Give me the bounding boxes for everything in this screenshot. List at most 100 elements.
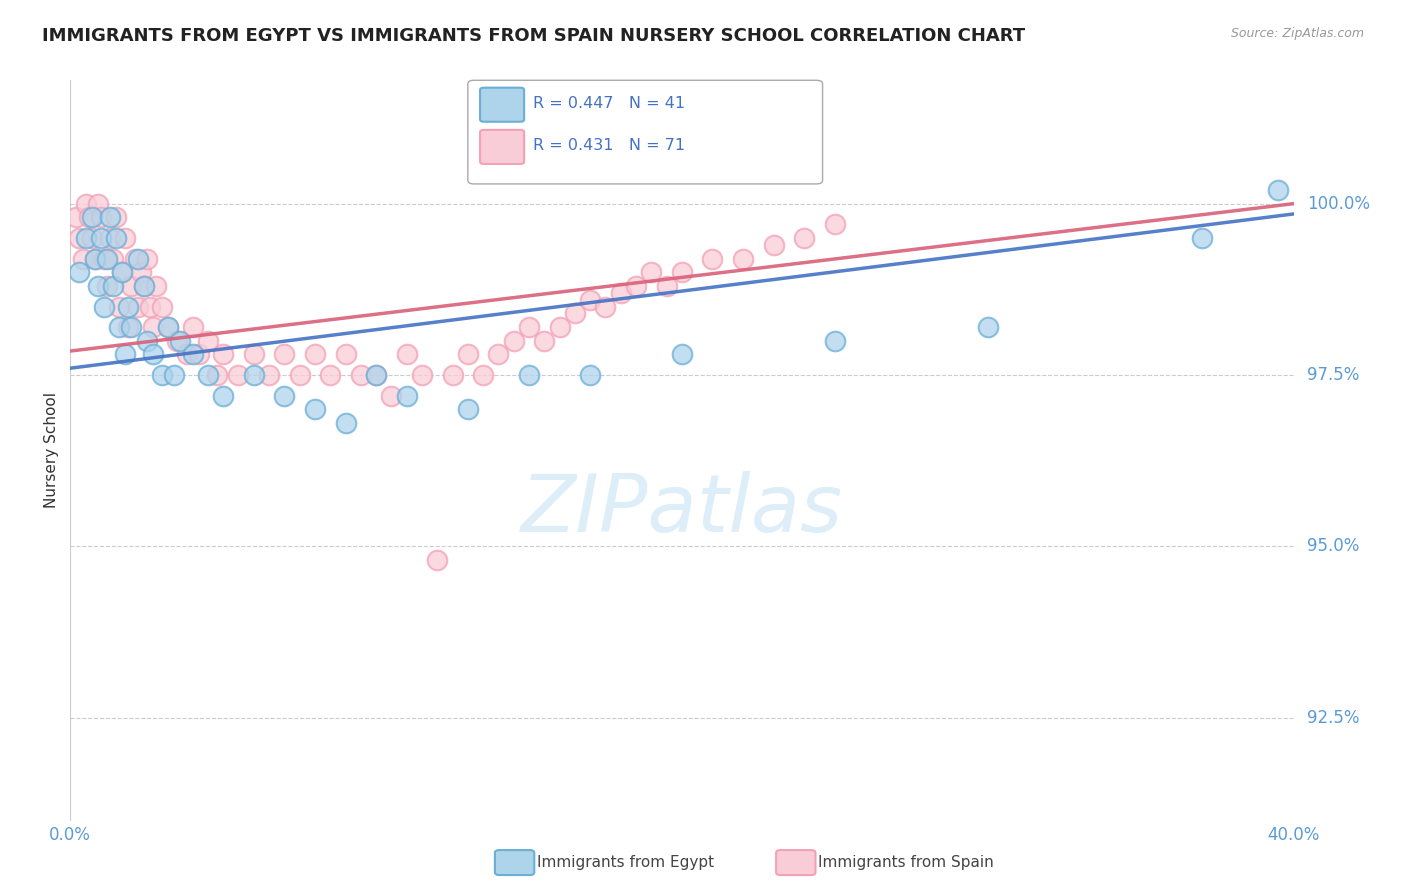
Point: [101, 279, 124, 293]
Point: [80, 231, 103, 245]
Point: [304, 347, 326, 361]
Point: [129, 265, 152, 279]
Point: [83, 252, 105, 266]
Point: [564, 306, 586, 320]
FancyBboxPatch shape: [479, 87, 524, 121]
Point: [96, 279, 118, 293]
Point: [257, 368, 280, 382]
Point: [98, 231, 121, 245]
Point: [98, 211, 121, 225]
Point: [157, 320, 180, 334]
Point: [228, 368, 250, 382]
Point: [212, 347, 235, 361]
Point: [426, 553, 449, 567]
Point: [121, 279, 143, 293]
Point: [181, 320, 204, 334]
Point: [640, 265, 662, 279]
Point: [124, 252, 146, 266]
Point: [655, 279, 678, 293]
Point: [117, 300, 139, 314]
Point: [1267, 183, 1289, 197]
Point: [150, 300, 173, 314]
Point: [157, 320, 180, 334]
Point: [762, 237, 785, 252]
Point: [702, 252, 724, 266]
Point: [395, 389, 418, 403]
Point: [733, 252, 755, 266]
Text: IMMIGRANTS FROM EGYPT VS IMMIGRANTS FROM SPAIN NURSERY SCHOOL CORRELATION CHART: IMMIGRANTS FROM EGYPT VS IMMIGRANTS FROM…: [42, 27, 1025, 45]
Text: ZIPatlas: ZIPatlas: [520, 471, 844, 549]
Point: [90, 231, 112, 245]
Point: [205, 368, 228, 382]
Point: [108, 300, 131, 314]
Point: [181, 347, 204, 361]
Point: [117, 320, 139, 334]
Point: [90, 211, 112, 225]
Point: [517, 368, 540, 382]
Point: [132, 279, 155, 293]
Point: [105, 231, 128, 245]
Point: [793, 231, 815, 245]
Point: [457, 347, 479, 361]
Point: [169, 334, 191, 348]
Point: [127, 252, 149, 266]
Text: 97.5%: 97.5%: [1308, 366, 1360, 384]
Point: [366, 368, 388, 382]
Point: [69, 265, 91, 279]
Point: [166, 334, 188, 348]
Point: [380, 389, 402, 403]
Point: [671, 347, 693, 361]
Point: [176, 347, 198, 361]
Point: [335, 416, 357, 430]
Point: [197, 368, 219, 382]
Text: 100.0%: 100.0%: [1308, 194, 1371, 212]
Point: [145, 279, 167, 293]
Point: [472, 368, 495, 382]
Point: [77, 211, 100, 225]
FancyBboxPatch shape: [468, 80, 823, 184]
Point: [87, 196, 110, 211]
Text: 95.0%: 95.0%: [1308, 538, 1360, 556]
Point: [288, 368, 311, 382]
Text: R = 0.431   N = 71: R = 0.431 N = 71: [533, 138, 685, 153]
Point: [671, 265, 693, 279]
Point: [142, 320, 165, 334]
Text: Source: ZipAtlas.com: Source: ZipAtlas.com: [1230, 27, 1364, 40]
Point: [488, 347, 510, 361]
Point: [579, 368, 602, 382]
Point: [533, 334, 555, 348]
Point: [114, 347, 136, 361]
Text: R = 0.447   N = 41: R = 0.447 N = 41: [533, 95, 685, 111]
Point: [197, 334, 219, 348]
Point: [273, 347, 295, 361]
Point: [93, 252, 115, 266]
Point: [65, 211, 87, 225]
Point: [96, 252, 118, 266]
Point: [72, 252, 94, 266]
Point: [101, 252, 124, 266]
Point: [83, 252, 105, 266]
Text: 92.5%: 92.5%: [1308, 709, 1360, 727]
Point: [187, 347, 209, 361]
Point: [579, 293, 602, 307]
Point: [976, 320, 998, 334]
Point: [824, 334, 846, 348]
Point: [366, 368, 388, 382]
Y-axis label: Nursery School: Nursery School: [44, 392, 59, 508]
Point: [319, 368, 342, 382]
Point: [273, 389, 295, 403]
Point: [824, 217, 846, 231]
Point: [411, 368, 433, 382]
Point: [517, 320, 540, 334]
Point: [441, 368, 464, 382]
Point: [80, 211, 103, 225]
Point: [108, 320, 131, 334]
Point: [135, 252, 157, 266]
Point: [135, 334, 157, 348]
Point: [163, 368, 186, 382]
Point: [114, 231, 136, 245]
Point: [502, 334, 524, 348]
Text: Immigrants from Egypt: Immigrants from Egypt: [537, 855, 714, 870]
Point: [69, 231, 91, 245]
Point: [243, 347, 266, 361]
